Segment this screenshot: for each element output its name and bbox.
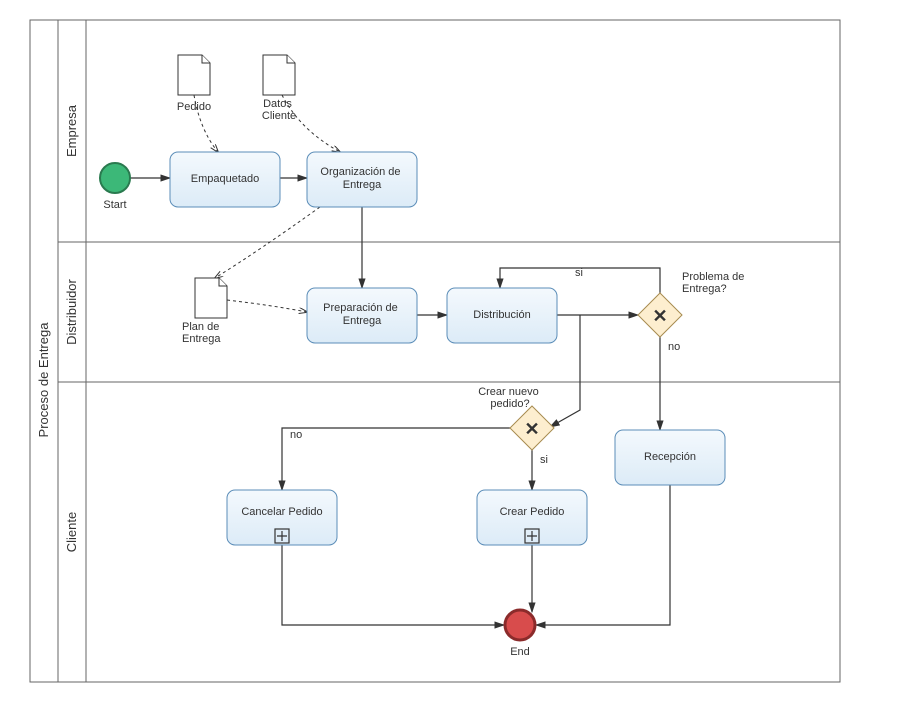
svg-text:Pedido: Pedido [177,101,211,113]
task-preparacion: Preparación de Entrega [307,288,417,343]
task-distribucion: Distribución [447,288,557,343]
svg-text:Distribución: Distribución [473,309,530,321]
task-recepcion: Recepción [615,430,725,485]
svg-text:Empaquetado: Empaquetado [191,173,260,185]
doc-plan-entrega: Plan de Entrega [182,278,227,345]
svg-text:Problema de Entrega?: Problema de Entrega? [682,271,747,295]
lane-label-distribuidor: Distribuidor [64,278,79,344]
lane-empresa: Empresa [58,20,840,242]
edge-label-si2: si [540,454,548,466]
task-empaquetado: Empaquetado [170,152,280,207]
edge-label-si1: si [575,267,583,279]
gateway-x-icon: ✕ [524,419,539,439]
end-label: End [510,646,530,658]
start-event: Start [100,163,130,211]
gateway-problema: ✕ Problema de Entrega? [638,271,747,337]
doc-pedido: Pedido [177,55,211,113]
doc-datos-cliente: Datos Cliente [262,55,296,122]
svg-text:Datos Cliente: Datos Cliente [262,98,296,122]
task-cancelar-pedido: Cancelar Pedido [227,490,337,545]
lane-cliente: Cliente [58,382,840,682]
lane-label-cliente: Cliente [64,512,79,552]
svg-text:Crear Pedido: Crear Pedido [500,506,565,518]
lane-label-empresa: Empresa [64,104,79,157]
pool: Proceso de Entrega [30,20,58,682]
pool-title: Proceso de Entrega [36,322,51,438]
gateway-crear-nuevo: ✕ Crear nuevo pedido? [478,386,554,450]
end-event: End [505,610,535,658]
svg-text:Plan de Entrega: Plan de Entrega [182,321,222,345]
svg-text:Recepción: Recepción [644,451,696,463]
start-label: Start [103,199,126,211]
svg-text:Cancelar Pedido: Cancelar Pedido [241,506,322,518]
task-crear-pedido: Crear Pedido [477,490,587,545]
task-organizacion: Organización de Entrega [307,152,417,207]
edge-label-no2: no [290,429,302,441]
edge-label-no1: no [668,341,680,353]
flows [130,178,670,625]
gateway-x-icon: ✕ [652,306,667,326]
